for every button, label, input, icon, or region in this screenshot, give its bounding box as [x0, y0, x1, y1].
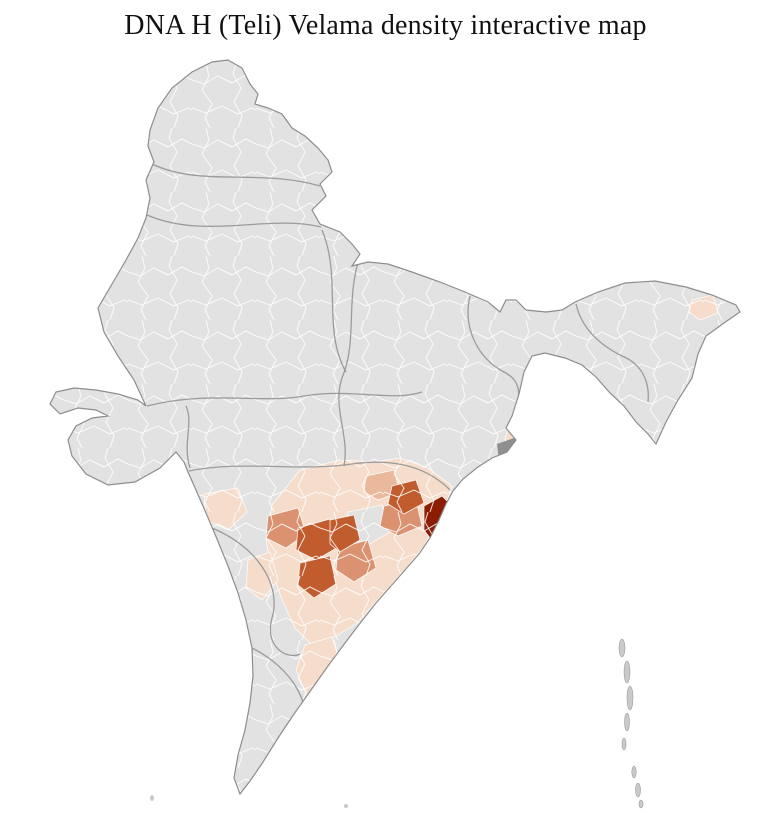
andaman-nicobar-islands: [618, 638, 644, 809]
state-borders: [146, 162, 649, 743]
district-cell[interactable]: [301, 693, 337, 745]
lakshadweep-islets: [150, 795, 348, 808]
page-title: DNA H (Teli) Velama density interactive …: [124, 10, 647, 41]
